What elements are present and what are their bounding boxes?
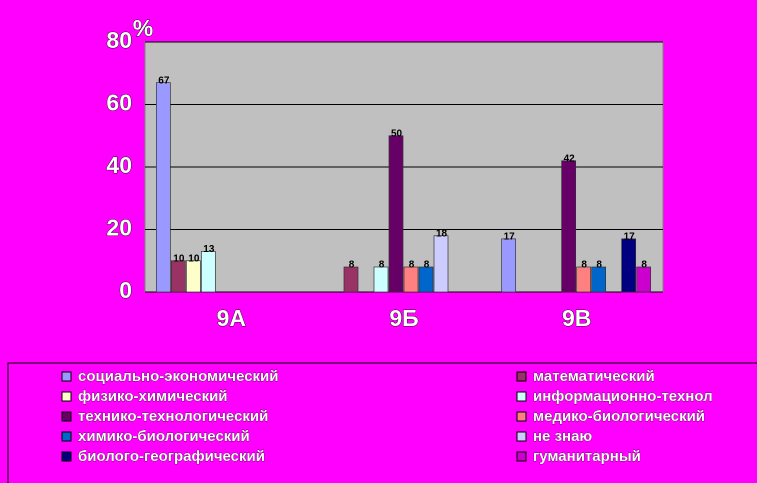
value-label: 50 <box>391 128 403 139</box>
bar <box>576 266 592 293</box>
value-label: 8 <box>379 260 385 271</box>
legend-label: не знаю <box>533 428 592 445</box>
legend-label: биолого-географический <box>78 448 265 465</box>
legend-swatch <box>516 371 527 382</box>
value-label: 8 <box>409 260 415 271</box>
value-label: 17 <box>624 232 636 243</box>
y-tick-label: 80 <box>106 27 132 53</box>
legend-label: технико-технологический <box>78 408 268 425</box>
bar <box>501 238 517 293</box>
bar <box>185 260 201 293</box>
bar <box>591 266 607 293</box>
value-label: 8 <box>641 260 647 271</box>
legend-label: физико-химический <box>78 388 228 405</box>
x-tick-label: 9Б <box>389 305 418 331</box>
legend-swatch <box>61 431 72 442</box>
legend-swatch <box>516 431 527 442</box>
y-tick-label: 40 <box>106 152 132 178</box>
legend-swatch <box>516 391 527 402</box>
legend-swatch <box>61 371 72 382</box>
bar <box>170 260 186 293</box>
legend-label: информационно-технол <box>533 388 713 405</box>
legend-swatch <box>516 411 527 422</box>
y-axis-label: % <box>133 15 153 41</box>
y-tick-label: 60 <box>106 90 132 116</box>
value-label: 8 <box>581 260 587 271</box>
value-label: 8 <box>349 260 355 271</box>
value-label: 10 <box>173 253 185 264</box>
x-tick-label: 9В <box>562 305 591 331</box>
legend-label: гуманитарный <box>533 448 641 465</box>
legend-label: медико-биологический <box>533 408 705 425</box>
y-tick-label: 0 <box>119 277 132 303</box>
legend-swatch <box>516 451 527 462</box>
bar <box>621 238 637 293</box>
y-tick-label: 20 <box>106 215 132 241</box>
bar <box>433 235 449 293</box>
legend-swatch <box>61 391 72 402</box>
value-label: 13 <box>203 244 215 255</box>
legend-swatch <box>61 411 72 422</box>
legend-label: математический <box>533 368 655 385</box>
bar <box>403 266 419 293</box>
value-label: 8 <box>424 260 430 271</box>
legend-label: социально-экономический <box>78 368 279 385</box>
value-label: 10 <box>188 253 200 264</box>
bar <box>373 266 389 293</box>
bar <box>561 160 577 293</box>
x-tick-label: 9А <box>217 305 246 331</box>
value-label: 42 <box>564 153 576 164</box>
bar <box>636 266 652 293</box>
value-label: 8 <box>596 260 602 271</box>
value-label: 17 <box>504 232 516 243</box>
bar <box>343 266 359 293</box>
bar <box>418 266 434 293</box>
bar <box>200 251 216 293</box>
bar <box>388 135 404 293</box>
value-label: 18 <box>436 228 448 239</box>
legend-label: химико-биологический <box>78 428 250 445</box>
legend-box <box>7 362 757 483</box>
bar <box>155 82 171 293</box>
value-label: 67 <box>158 75 170 86</box>
legend-swatch <box>61 451 72 462</box>
